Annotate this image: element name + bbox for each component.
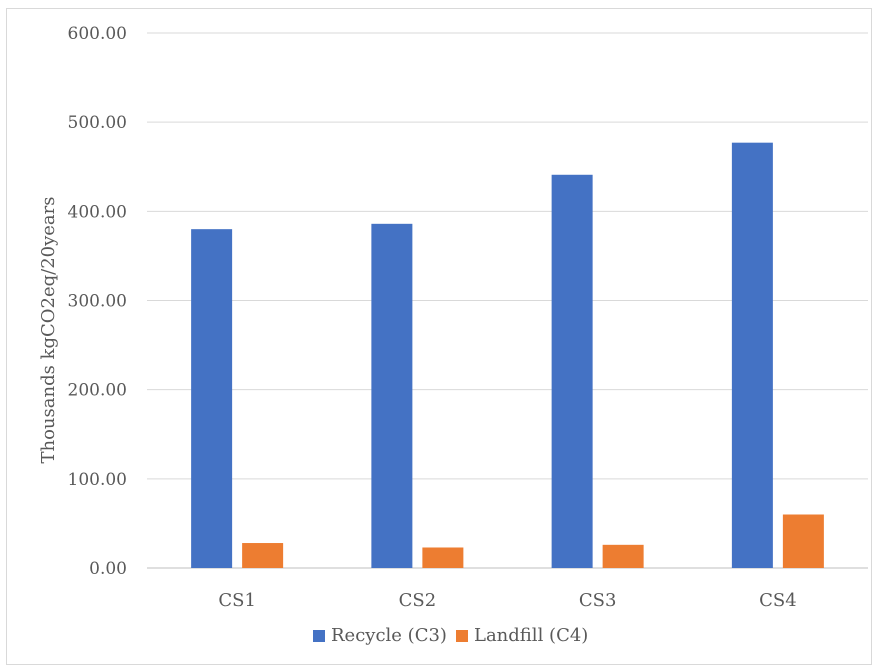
bars [191,142,824,569]
y-axis-ticks: 0.00 100.00 200.00 300.00 400.00 500.00 600.00 [68,24,127,579]
bar-recycle-cs1 [191,229,233,568]
legend-swatch [313,630,325,642]
y-axis-label: Thousands kgCO2eq/20years [38,196,59,463]
x-tick-label: CS1 [218,590,256,611]
bar-landfill-cs3 [602,544,644,568]
legend-label: Recycle (C3) [331,625,447,646]
y-tick-label: 100.00 [68,470,127,490]
bar-landfill-cs2 [422,547,464,568]
x-tick-label: CS4 [759,590,797,611]
legend: Recycle (C3) Landfill (C4) [313,625,588,646]
y-tick-label: 0.00 [89,559,127,579]
bar-landfill-cs1 [242,543,284,568]
y-tick-label: 600.00 [68,24,127,44]
x-axis-ticks: CS1 CS2 CS3 CS4 [218,590,796,611]
bar-recycle-cs4 [731,142,773,569]
bar-landfill-cs4 [782,514,824,568]
x-tick-label: CS2 [399,590,437,611]
x-tick-label: CS3 [579,590,617,611]
y-tick-label: 400.00 [68,202,127,222]
legend-swatch [456,630,468,642]
y-tick-label: 500.00 [68,113,127,133]
bar-recycle-cs3 [551,174,593,568]
y-tick-label: 300.00 [68,292,127,312]
y-tick-label: 200.00 [68,381,127,401]
bar-recycle-cs2 [371,223,413,569]
legend-label: Landfill (C4) [474,625,588,646]
